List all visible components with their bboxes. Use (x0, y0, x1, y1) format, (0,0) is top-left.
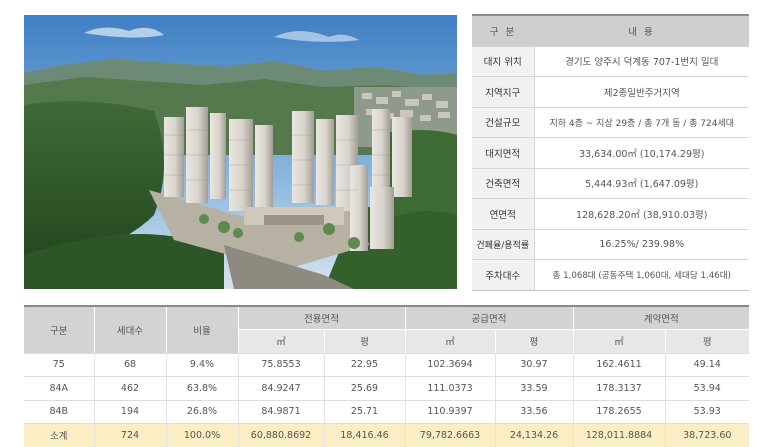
cell-households: 194 (94, 400, 167, 424)
unit-area-table: 구분 세대수 비율 전용면적 공급면적 계약면적 ㎡ 평 ㎡ 평 ㎡ 평 75 … (24, 305, 749, 447)
table-row: 84B 194 26.8% 84.9871 25.71 110.9397 33.… (24, 400, 749, 424)
cell-ratio: 100.0% (166, 423, 239, 447)
header-type: 구분 (24, 305, 95, 354)
cell-supply-m2: 110.9397 (405, 400, 496, 424)
cell-contract-m2: 178.2655 (573, 400, 666, 424)
cell-ratio: 9.4% (166, 353, 239, 377)
overview-row: 건폐율/용적률 16.25%/ 239.98% (472, 229, 749, 260)
overview-row: 대지 위치 경기도 양주시 덕계동 707-1번지 일대 (472, 46, 749, 77)
overview-value: 제2종일반주거지역 (534, 76, 749, 108)
header-unit-m2: ㎡ (573, 329, 666, 354)
header-unit-pyeong: 평 (495, 329, 574, 354)
overview-row: 건축면적 5,444.93㎡ (1,647.09평) (472, 168, 749, 199)
cell-contract-pyeong: 53.93 (665, 400, 749, 424)
cell-type: 소계 (24, 423, 95, 447)
cell-supply-m2: 102.3694 (405, 353, 496, 377)
cell-ratio: 26.8% (166, 400, 239, 424)
cell-supply-pyeong: 30.97 (495, 353, 574, 377)
cell-exclusive-pyeong: 25.71 (324, 400, 406, 424)
table-row: 75 68 9.4% 75.8553 22.95 102.3694 30.97 … (24, 353, 749, 377)
overview-header-content: 내 용 (534, 14, 749, 47)
cell-contract-m2: 128,011.8884 (573, 423, 666, 447)
cell-contract-m2: 162.4611 (573, 353, 666, 377)
unit-header-row: 구분 세대수 비율 전용면적 공급면적 계약면적 (24, 305, 749, 354)
cell-exclusive-pyeong: 18,416.46 (324, 423, 406, 447)
cell-households: 68 (94, 353, 167, 377)
overview-value: 경기도 양주시 덕계동 707-1번지 일대 (534, 46, 749, 77)
cell-exclusive-m2: 84.9247 (238, 376, 325, 401)
cell-supply-pyeong: 33.59 (495, 376, 574, 401)
header-households: 세대수 (94, 305, 167, 354)
overview-row: 지역지구 제2종일반주거지역 (472, 76, 749, 108)
header-supply-area: 공급면적 (405, 305, 574, 330)
cell-contract-pyeong: 53.94 (665, 376, 749, 401)
overview-value: 33,634.00㎡ (10,174.29평) (534, 137, 749, 169)
overview-row: 연면적 128,628.20㎡ (38,910.03평) (472, 198, 749, 230)
cell-ratio: 63.8% (166, 376, 239, 401)
cell-exclusive-m2: 60,880.8692 (238, 423, 325, 447)
apartment-complex-rendering (24, 15, 457, 289)
cell-exclusive-m2: 84.9871 (238, 400, 325, 424)
cell-type: 84B (24, 400, 95, 424)
overview-value: 총 1,068대 (공동주택 1,060대, 세대당 1.46대) (534, 259, 749, 291)
cell-supply-m2: 111.0373 (405, 376, 496, 401)
overview-label: 건축면적 (472, 168, 535, 199)
header-exclusive-area: 전용면적 (238, 305, 406, 330)
overview-header-category: 구 분 (472, 14, 534, 47)
cell-supply-pyeong: 24,134.26 (495, 423, 574, 447)
header-ratio: 비율 (166, 305, 239, 354)
cell-households: 724 (94, 423, 167, 447)
cell-exclusive-pyeong: 22.95 (324, 353, 406, 377)
cell-contract-pyeong: 38,723.60 (665, 423, 749, 447)
unit-subheader-row: ㎡ 평 ㎡ 평 ㎡ 평 (24, 329, 749, 354)
header-unit-pyeong: 평 (665, 329, 749, 354)
cell-contract-pyeong: 49.14 (665, 353, 749, 377)
overview-label: 대지 위치 (472, 46, 535, 77)
header-unit-pyeong: 평 (324, 329, 406, 354)
overview-label: 주차대수 (472, 259, 535, 291)
cell-supply-pyeong: 33.56 (495, 400, 574, 424)
cell-type: 84A (24, 376, 95, 401)
overview-label: 연면적 (472, 198, 535, 230)
cell-contract-m2: 178.3137 (573, 376, 666, 401)
overview-row: 대지면적 33,634.00㎡ (10,174.29평) (472, 137, 749, 169)
table-row: 84A 462 63.8% 84.9247 25.69 111.0373 33.… (24, 376, 749, 401)
cell-supply-m2: 79,782.6663 (405, 423, 496, 447)
header-contract-area: 계약면적 (573, 305, 749, 330)
overview-value: 16.25%/ 239.98% (534, 229, 749, 260)
overview-label: 건설규모 (472, 107, 535, 138)
overview-value: 5,444.93㎡ (1,647.09평) (534, 168, 749, 199)
overview-label: 건폐율/용적률 (472, 229, 535, 260)
overview-row: 건설규모 지하 4층 ~ 지상 29층 / 총 7개 동 / 총 724세대 (472, 107, 749, 138)
cell-exclusive-m2: 75.8553 (238, 353, 325, 377)
header-unit-m2: ㎡ (238, 329, 325, 354)
overview-row: 주차대수 총 1,068대 (공동주택 1,060대, 세대당 1.46대) (472, 259, 749, 291)
overview-label: 지역지구 (472, 76, 535, 108)
header-unit-m2: ㎡ (405, 329, 496, 354)
overview-header-row: 구 분 내 용 (472, 14, 749, 47)
cell-exclusive-pyeong: 25.69 (324, 376, 406, 401)
overview-label: 대지면적 (472, 137, 535, 169)
cell-type: 75 (24, 353, 95, 377)
cell-households: 462 (94, 376, 167, 401)
overview-value: 128,628.20㎡ (38,910.03평) (534, 198, 749, 230)
overview-value: 지하 4층 ~ 지상 29층 / 총 7개 동 / 총 724세대 (534, 107, 749, 138)
project-overview-table: 구 분 내 용 대지 위치 경기도 양주시 덕계동 707-1번지 일대 지역지… (472, 14, 749, 291)
total-row: 소계 724 100.0% 60,880.8692 18,416.46 79,7… (24, 423, 749, 447)
